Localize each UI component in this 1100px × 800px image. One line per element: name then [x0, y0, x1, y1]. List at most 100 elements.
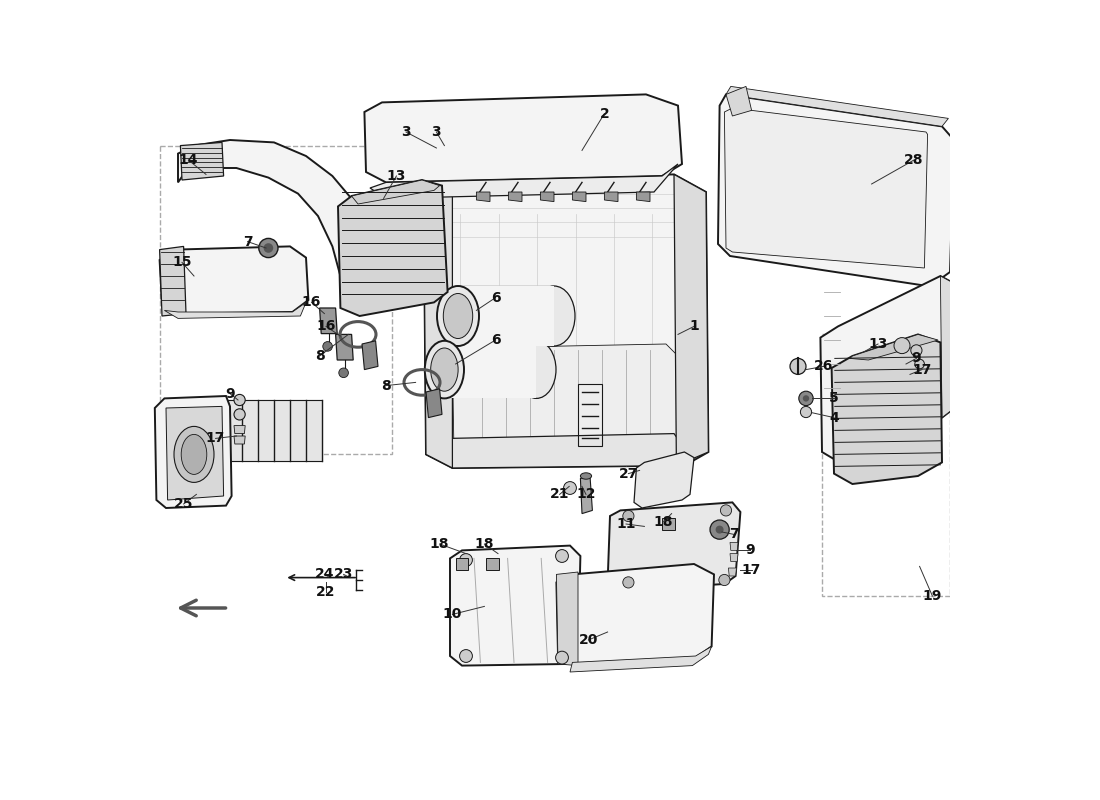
Polygon shape: [450, 546, 581, 666]
Polygon shape: [557, 572, 578, 666]
Circle shape: [718, 574, 730, 586]
Polygon shape: [155, 396, 232, 508]
Circle shape: [234, 394, 245, 406]
Text: 16: 16: [317, 319, 336, 334]
Circle shape: [710, 520, 729, 539]
Circle shape: [322, 342, 332, 351]
Circle shape: [460, 554, 472, 566]
Polygon shape: [424, 174, 708, 468]
Polygon shape: [730, 554, 738, 562]
Polygon shape: [234, 426, 245, 434]
Text: 17: 17: [741, 562, 761, 577]
Ellipse shape: [443, 294, 473, 338]
Text: 3: 3: [431, 125, 441, 139]
Text: 25: 25: [174, 497, 194, 511]
Polygon shape: [320, 308, 338, 334]
Text: 9: 9: [912, 351, 921, 366]
Circle shape: [460, 650, 472, 662]
Polygon shape: [160, 246, 308, 314]
Text: 6: 6: [491, 333, 501, 347]
Polygon shape: [160, 246, 186, 316]
Text: 8: 8: [381, 378, 390, 393]
Polygon shape: [572, 192, 586, 202]
Text: 6: 6: [491, 290, 501, 305]
Text: 7: 7: [243, 234, 252, 249]
Text: 19: 19: [923, 589, 942, 603]
Text: 16: 16: [301, 295, 321, 310]
Polygon shape: [730, 542, 738, 550]
Text: 9: 9: [745, 543, 755, 558]
Text: 8: 8: [315, 349, 324, 363]
Ellipse shape: [182, 434, 207, 474]
Polygon shape: [508, 192, 522, 202]
Ellipse shape: [534, 286, 575, 346]
Circle shape: [915, 359, 924, 369]
Circle shape: [801, 406, 812, 418]
Circle shape: [803, 395, 810, 402]
Polygon shape: [728, 568, 736, 576]
Text: 4: 4: [829, 410, 839, 425]
Polygon shape: [726, 86, 948, 126]
Circle shape: [258, 238, 278, 258]
Text: 1: 1: [689, 319, 698, 334]
Text: 17: 17: [912, 362, 932, 377]
Polygon shape: [832, 334, 942, 484]
Polygon shape: [234, 436, 245, 444]
Polygon shape: [726, 86, 751, 116]
Polygon shape: [570, 646, 712, 672]
Ellipse shape: [437, 286, 478, 346]
Polygon shape: [581, 476, 593, 514]
Text: 13: 13: [387, 169, 406, 183]
Circle shape: [911, 345, 922, 356]
Text: 17: 17: [206, 431, 225, 446]
Circle shape: [720, 505, 732, 516]
Circle shape: [894, 338, 910, 354]
Polygon shape: [166, 406, 223, 500]
Text: 13: 13: [868, 337, 888, 351]
Polygon shape: [424, 180, 452, 468]
Circle shape: [623, 510, 634, 522]
Polygon shape: [821, 276, 959, 462]
Text: 12: 12: [576, 487, 596, 502]
Text: 14: 14: [178, 153, 198, 167]
Ellipse shape: [174, 426, 214, 482]
Polygon shape: [607, 502, 740, 590]
Polygon shape: [725, 108, 927, 268]
Text: 3: 3: [402, 125, 410, 139]
Polygon shape: [180, 142, 223, 180]
Text: 21: 21: [550, 487, 570, 502]
Circle shape: [234, 409, 245, 420]
Polygon shape: [486, 558, 498, 570]
Circle shape: [716, 526, 724, 534]
Polygon shape: [662, 518, 674, 530]
Polygon shape: [178, 140, 373, 290]
Text: 28: 28: [904, 153, 924, 167]
Polygon shape: [336, 334, 353, 360]
Ellipse shape: [431, 348, 458, 391]
Polygon shape: [940, 276, 959, 418]
Text: 26: 26: [814, 359, 834, 374]
Text: 18: 18: [653, 514, 673, 529]
Ellipse shape: [425, 341, 464, 398]
Text: 23: 23: [334, 567, 353, 582]
Polygon shape: [455, 558, 469, 570]
Polygon shape: [637, 192, 650, 202]
Polygon shape: [444, 341, 537, 398]
Text: 5: 5: [829, 391, 839, 406]
Polygon shape: [458, 286, 554, 346]
Polygon shape: [364, 94, 682, 182]
Text: 7: 7: [729, 527, 739, 542]
Circle shape: [556, 550, 569, 562]
Text: 22: 22: [317, 585, 336, 599]
Polygon shape: [338, 180, 448, 316]
Text: 2: 2: [600, 106, 609, 121]
Ellipse shape: [517, 341, 556, 398]
Polygon shape: [674, 174, 708, 466]
Circle shape: [339, 368, 349, 378]
Text: 11: 11: [616, 517, 636, 531]
Text: 18: 18: [475, 537, 494, 551]
Polygon shape: [540, 192, 554, 202]
Polygon shape: [370, 164, 678, 198]
Circle shape: [623, 577, 634, 588]
Polygon shape: [604, 192, 618, 202]
